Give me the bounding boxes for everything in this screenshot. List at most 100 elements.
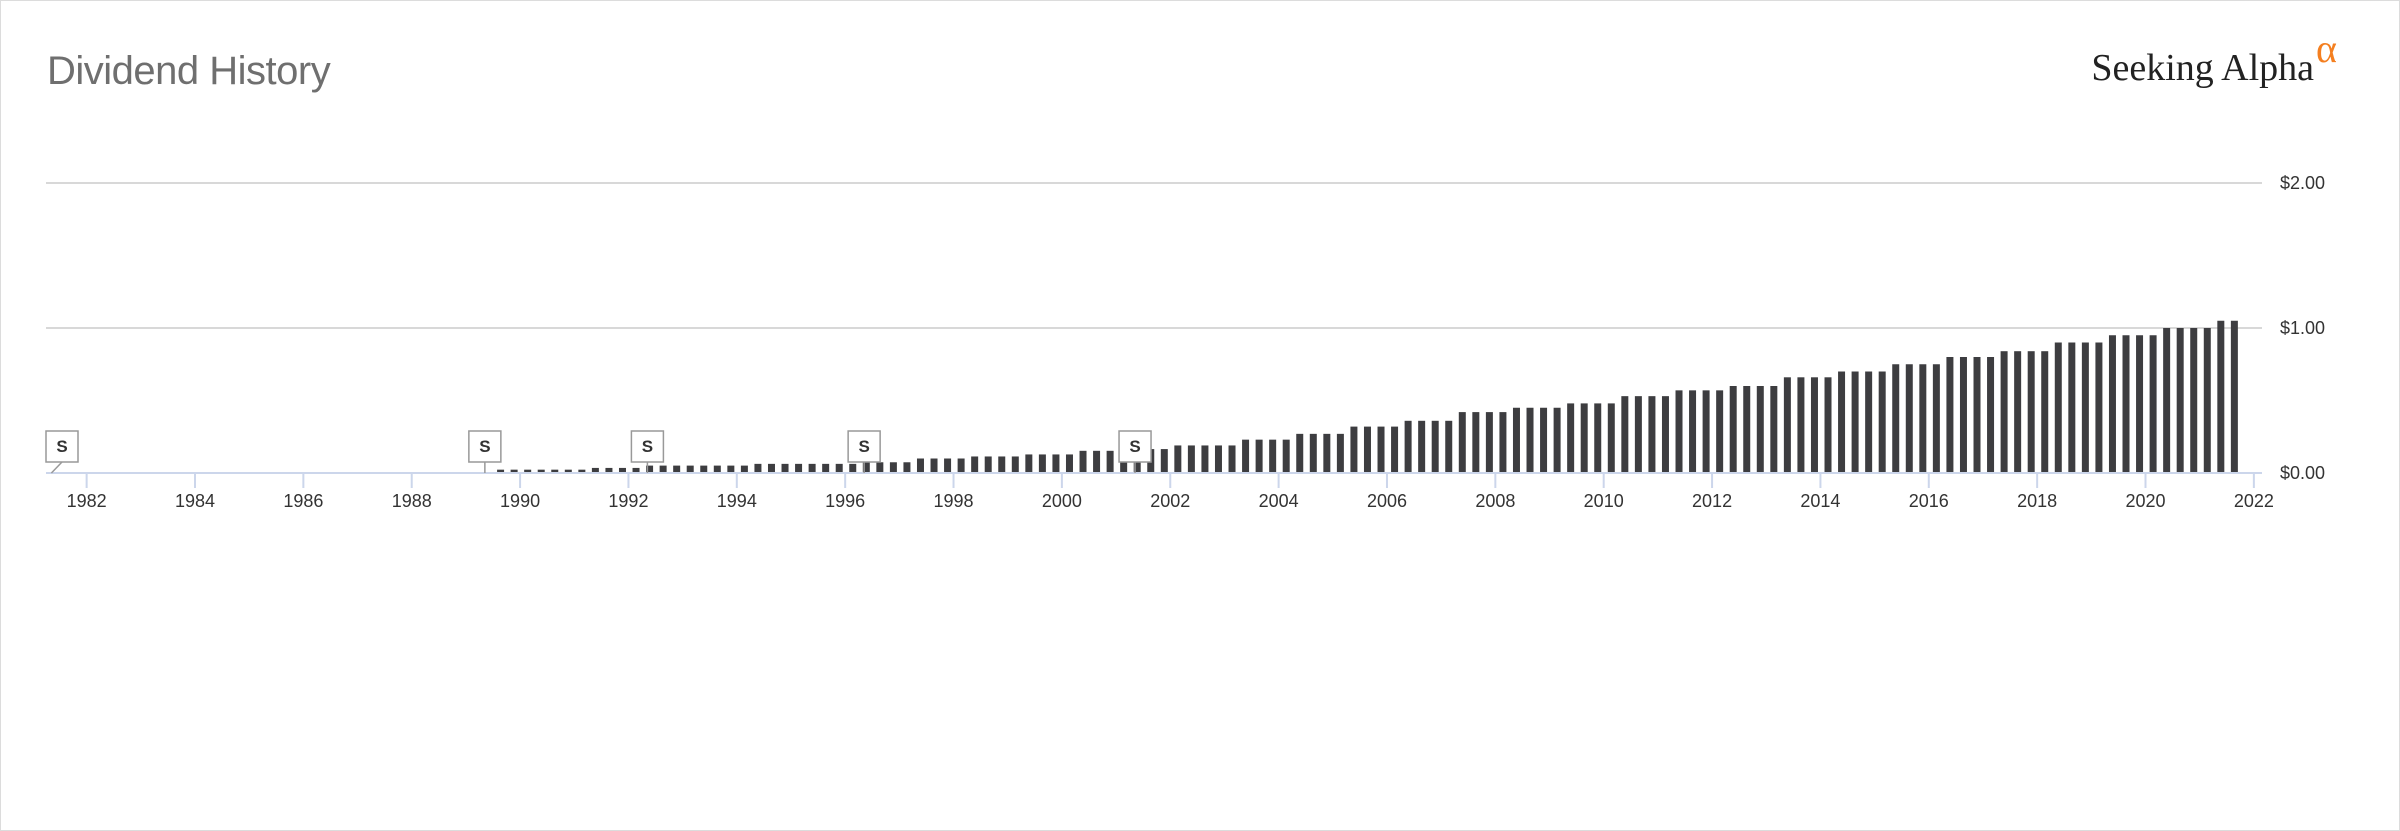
dividend-bar bbox=[497, 469, 505, 473]
dividend-bar bbox=[1282, 439, 1290, 473]
dividend-bar bbox=[2027, 351, 2035, 473]
dividend-bar bbox=[2136, 335, 2144, 473]
dividend-bar bbox=[1038, 454, 1046, 473]
dividend-bar bbox=[822, 463, 830, 473]
dividend-bar bbox=[1079, 450, 1087, 473]
dividend-bar bbox=[2230, 320, 2238, 473]
dividend-bar bbox=[700, 465, 708, 473]
dividend-bar bbox=[1160, 449, 1168, 473]
dividend-bar bbox=[1214, 445, 1222, 473]
dividend-bar bbox=[2054, 342, 2062, 473]
dividend-bar bbox=[618, 467, 626, 473]
dividend-bar bbox=[876, 462, 884, 473]
dividend-bar bbox=[1106, 450, 1114, 473]
dividend-bar bbox=[1851, 371, 1859, 473]
x-tick-label: 2018 bbox=[2017, 491, 2057, 511]
dividend-bar bbox=[2203, 328, 2211, 473]
dividend-bar bbox=[1512, 407, 1520, 473]
dividend-bar bbox=[605, 467, 613, 473]
x-tick-label: 2000 bbox=[1042, 491, 1082, 511]
dividend-bar bbox=[1363, 426, 1371, 473]
dividend-bar bbox=[1838, 371, 1846, 473]
logo-text: Seeking Alpha bbox=[2091, 47, 2315, 89]
dividend-bar bbox=[1472, 412, 1480, 473]
dividend-bar bbox=[2176, 328, 2184, 473]
alpha-logo-icon: α bbox=[2316, 26, 2337, 71]
bars bbox=[497, 320, 2238, 473]
dividend-bar bbox=[1350, 426, 1358, 473]
dividend-bar bbox=[998, 456, 1006, 473]
split-marker[interactable]: S bbox=[630, 430, 665, 473]
dividend-bar bbox=[510, 469, 518, 473]
dividend-bar bbox=[1621, 396, 1629, 473]
dividend-bar bbox=[1567, 403, 1575, 473]
page-title: Dividend History bbox=[47, 49, 331, 93]
dividend-bar bbox=[2217, 320, 2225, 473]
dividend-bar bbox=[1255, 439, 1263, 473]
dividend-bar bbox=[1065, 454, 1073, 473]
dividend-bar bbox=[1661, 396, 1669, 473]
dividend-bar bbox=[1824, 377, 1832, 473]
dividend-bar bbox=[578, 469, 586, 473]
dividend-bar bbox=[754, 463, 762, 473]
split-marker-stem bbox=[50, 461, 63, 474]
dividend-bar bbox=[1919, 364, 1927, 473]
x-tick-label: 1994 bbox=[717, 491, 757, 511]
dividend-bar bbox=[537, 469, 545, 473]
x-tick-label: 1988 bbox=[392, 491, 432, 511]
dividend-bar bbox=[1932, 364, 1940, 473]
x-tick-label: 2022 bbox=[2234, 491, 2274, 511]
dividend-bar bbox=[1377, 426, 1385, 473]
dividend-bar bbox=[862, 462, 870, 473]
dividend-bar bbox=[1770, 386, 1778, 473]
dividend-bar bbox=[2081, 342, 2089, 473]
dividend-bar bbox=[835, 463, 843, 473]
dividend-bar bbox=[713, 465, 721, 473]
dividend-bar bbox=[1973, 357, 1981, 473]
dividend-bar bbox=[781, 463, 789, 473]
x-tick-label: 2012 bbox=[1692, 491, 1732, 511]
dividend-bar bbox=[1485, 412, 1493, 473]
dividend-bar bbox=[1810, 377, 1818, 473]
dividend-bar bbox=[1458, 412, 1466, 473]
x-tick-label: 2006 bbox=[1367, 491, 1407, 511]
dividend-bar bbox=[2068, 342, 2076, 473]
x-tick-label: 1986 bbox=[283, 491, 323, 511]
dividend-bar bbox=[767, 463, 775, 473]
x-tick-label: 1982 bbox=[67, 491, 107, 511]
dividend-bar bbox=[1675, 390, 1683, 473]
dividend-bar bbox=[2000, 351, 2008, 473]
dividend-bar bbox=[2163, 328, 2171, 473]
y-tick-label: $1.00 bbox=[2280, 318, 2325, 338]
dividend-bar bbox=[1702, 390, 1710, 473]
split-marker[interactable]: S bbox=[468, 430, 502, 473]
split-marker-label: S bbox=[56, 437, 67, 456]
dividend-bar bbox=[2108, 335, 2116, 473]
dividend-bar bbox=[740, 465, 748, 473]
dividend-bar bbox=[971, 456, 979, 473]
split-marker-box bbox=[630, 430, 665, 463]
dividend-bar bbox=[1553, 407, 1561, 473]
y-tick-label: $0.00 bbox=[2280, 463, 2325, 483]
dividend-bar bbox=[1878, 371, 1886, 473]
dividend-bar bbox=[1905, 364, 1913, 473]
gridlines bbox=[46, 182, 2262, 329]
split-marker[interactable]: S bbox=[1118, 430, 1152, 473]
dividend-bar bbox=[1959, 357, 1967, 473]
x-tick-label: 1984 bbox=[175, 491, 215, 511]
x-tick-label: 2020 bbox=[2125, 491, 2165, 511]
dividend-bar bbox=[1431, 420, 1439, 473]
dividend-bar bbox=[727, 465, 735, 473]
split-marker[interactable]: S bbox=[847, 430, 881, 473]
dividend-bar bbox=[1594, 403, 1602, 473]
split-marker[interactable]: S bbox=[45, 430, 79, 474]
dividend-bar bbox=[2190, 328, 2198, 473]
dividend-bar bbox=[1580, 403, 1588, 473]
x-tick-label: 2002 bbox=[1150, 491, 1190, 511]
seeking-alpha-logo[interactable]: Seeking Alphaα bbox=[2091, 26, 2337, 90]
dividend-bar bbox=[1797, 377, 1805, 473]
x-tick-label: 2004 bbox=[1259, 491, 1299, 511]
split-marker-label: S bbox=[858, 437, 869, 456]
dividend-bar bbox=[1634, 396, 1642, 473]
dividend-bar bbox=[2041, 351, 2049, 473]
